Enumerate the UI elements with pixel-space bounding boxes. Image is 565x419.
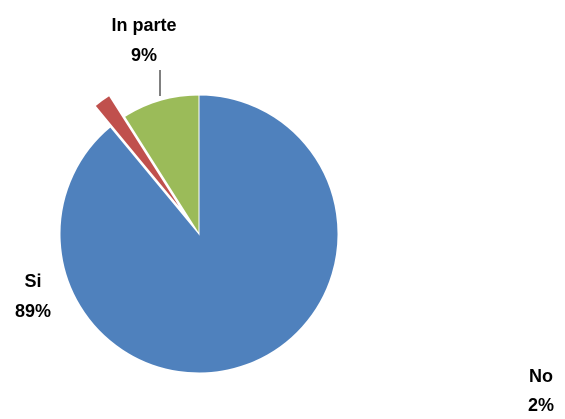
- data-label-si-percent: 89%: [15, 301, 51, 321]
- data-label-in-parte-percent: 9%: [131, 45, 157, 65]
- pie-slices: [60, 95, 338, 373]
- data-label-in-parte-name: In parte: [111, 15, 176, 35]
- data-label-no-name: No: [529, 366, 553, 386]
- data-label-no-percent: 2%: [528, 395, 554, 415]
- data-label-si-name: Si: [24, 271, 41, 291]
